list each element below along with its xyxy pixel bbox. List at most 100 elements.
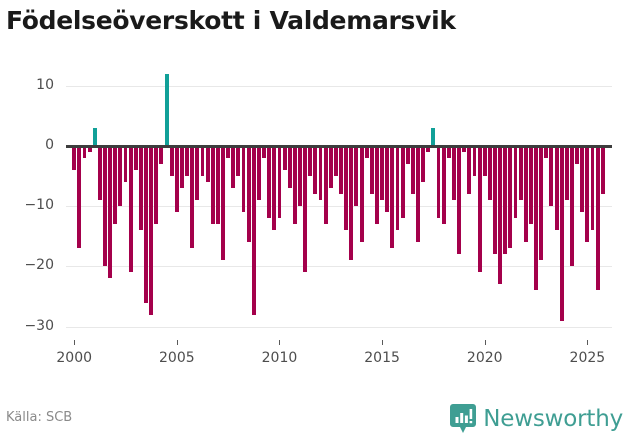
bar[interactable]	[570, 146, 574, 267]
bar[interactable]	[149, 146, 154, 315]
bar[interactable]	[431, 127, 436, 146]
bar[interactable]	[364, 146, 369, 159]
bar[interactable]	[72, 146, 77, 171]
bar[interactable]	[375, 146, 379, 225]
bar[interactable]	[267, 146, 272, 219]
bar[interactable]	[462, 146, 467, 153]
bar[interactable]	[287, 146, 292, 189]
bar[interactable]	[395, 146, 400, 231]
bar[interactable]	[559, 146, 564, 321]
bar[interactable]	[226, 146, 231, 159]
bar[interactable]	[575, 146, 580, 165]
bar[interactable]	[92, 127, 97, 146]
bar[interactable]	[564, 146, 569, 201]
bar[interactable]	[508, 146, 513, 249]
bar[interactable]	[405, 146, 410, 165]
bar[interactable]	[451, 146, 456, 201]
bar[interactable]	[133, 146, 138, 171]
bar[interactable]	[523, 146, 528, 243]
bar[interactable]	[180, 146, 184, 189]
bar[interactable]	[498, 146, 503, 285]
bar[interactable]	[467, 146, 472, 195]
bar[interactable]	[200, 146, 205, 177]
bar[interactable]	[231, 146, 236, 189]
bar[interactable]	[349, 146, 354, 261]
bar[interactable]	[380, 146, 385, 201]
bar[interactable]	[87, 146, 92, 153]
bar[interactable]	[308, 146, 313, 177]
bar[interactable]	[277, 146, 282, 219]
newsworthy-logo[interactable]: Newsworthy	[450, 404, 623, 434]
bar[interactable]	[477, 146, 482, 273]
bar[interactable]	[482, 146, 487, 177]
bar[interactable]	[103, 146, 107, 267]
bar[interactable]	[262, 146, 267, 159]
bar[interactable]	[215, 146, 220, 225]
bar[interactable]	[344, 146, 349, 231]
bar[interactable]	[436, 146, 441, 219]
bar[interactable]	[472, 146, 477, 177]
bar[interactable]	[534, 146, 538, 291]
bar[interactable]	[138, 146, 143, 231]
bar[interactable]	[82, 146, 87, 159]
bar[interactable]	[318, 146, 323, 201]
bar[interactable]	[426, 146, 431, 153]
bar[interactable]	[169, 146, 174, 177]
bar[interactable]	[457, 146, 462, 255]
bar[interactable]	[333, 146, 338, 177]
bar[interactable]	[369, 146, 374, 195]
bar[interactable]	[221, 146, 225, 261]
bar[interactable]	[174, 146, 179, 213]
bar[interactable]	[205, 146, 210, 183]
bar[interactable]	[123, 146, 128, 183]
bar[interactable]	[600, 146, 605, 195]
bar[interactable]	[164, 73, 169, 146]
bar[interactable]	[354, 146, 359, 207]
bar[interactable]	[493, 146, 497, 255]
bar[interactable]	[303, 146, 308, 273]
bar[interactable]	[503, 146, 508, 255]
bar[interactable]	[416, 146, 420, 243]
bar[interactable]	[595, 146, 600, 291]
bar[interactable]	[292, 146, 297, 225]
bar[interactable]	[298, 146, 302, 207]
bar[interactable]	[328, 146, 333, 189]
bar[interactable]	[313, 146, 318, 195]
bar[interactable]	[241, 146, 246, 213]
bar[interactable]	[359, 146, 364, 243]
bar[interactable]	[77, 146, 82, 249]
bar[interactable]	[144, 146, 148, 303]
bar[interactable]	[441, 146, 446, 225]
bar[interactable]	[421, 146, 426, 183]
bar[interactable]	[256, 146, 261, 201]
bar[interactable]	[159, 146, 164, 165]
bar[interactable]	[590, 146, 595, 231]
bar[interactable]	[113, 146, 118, 225]
bar[interactable]	[118, 146, 123, 207]
bar[interactable]	[580, 146, 585, 213]
bar[interactable]	[544, 146, 549, 159]
bar[interactable]	[400, 146, 405, 219]
bar[interactable]	[410, 146, 415, 195]
bar[interactable]	[446, 146, 451, 159]
bar[interactable]	[554, 146, 559, 231]
bar[interactable]	[236, 146, 241, 177]
bar[interactable]	[528, 146, 533, 225]
bar[interactable]	[210, 146, 215, 225]
bar[interactable]	[282, 146, 287, 171]
bar[interactable]	[323, 146, 328, 225]
bar[interactable]	[154, 146, 159, 225]
bar[interactable]	[246, 146, 251, 243]
bar[interactable]	[339, 146, 343, 195]
bar[interactable]	[190, 146, 195, 249]
bar[interactable]	[539, 146, 544, 261]
bar[interactable]	[513, 146, 518, 219]
bar[interactable]	[251, 146, 256, 315]
bar[interactable]	[97, 146, 102, 201]
bar[interactable]	[108, 146, 113, 279]
bar[interactable]	[272, 146, 277, 231]
bar[interactable]	[195, 146, 200, 201]
bar[interactable]	[128, 146, 133, 273]
bar[interactable]	[549, 146, 554, 207]
bar[interactable]	[385, 146, 390, 213]
